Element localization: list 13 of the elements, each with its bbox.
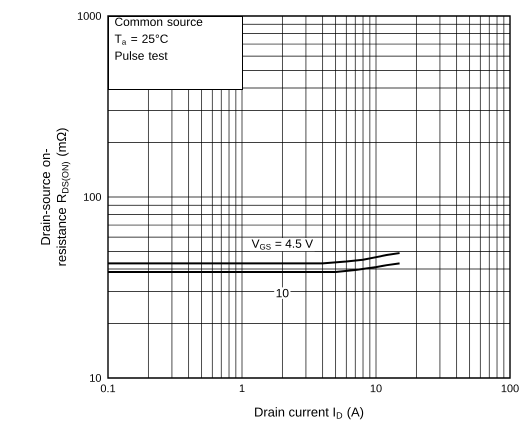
y-tick-label: 100 — [84, 193, 102, 201]
annotation: T$_{a}$ = 25°C — [114, 34, 168, 45]
x-tick-label: 0.1 — [100, 384, 116, 392]
annotation: Pulse test — [115, 51, 168, 60]
x-tick-label: 100 — [502, 384, 519, 392]
series-label: V$_{GS}$ = 4.5 V — [252, 240, 314, 250]
y-tick-label: 1000 — [78, 12, 102, 20]
annotation: Common source — [115, 18, 202, 26]
series-label: 10 — [276, 288, 289, 298]
y-tick-label: 10 — [90, 374, 102, 382]
x-tick-label: 10 — [370, 384, 382, 392]
x-axis-title: Drain current I$_{D}$ (A) — [255, 407, 364, 420]
x-tick-label: 1 — [240, 384, 245, 392]
